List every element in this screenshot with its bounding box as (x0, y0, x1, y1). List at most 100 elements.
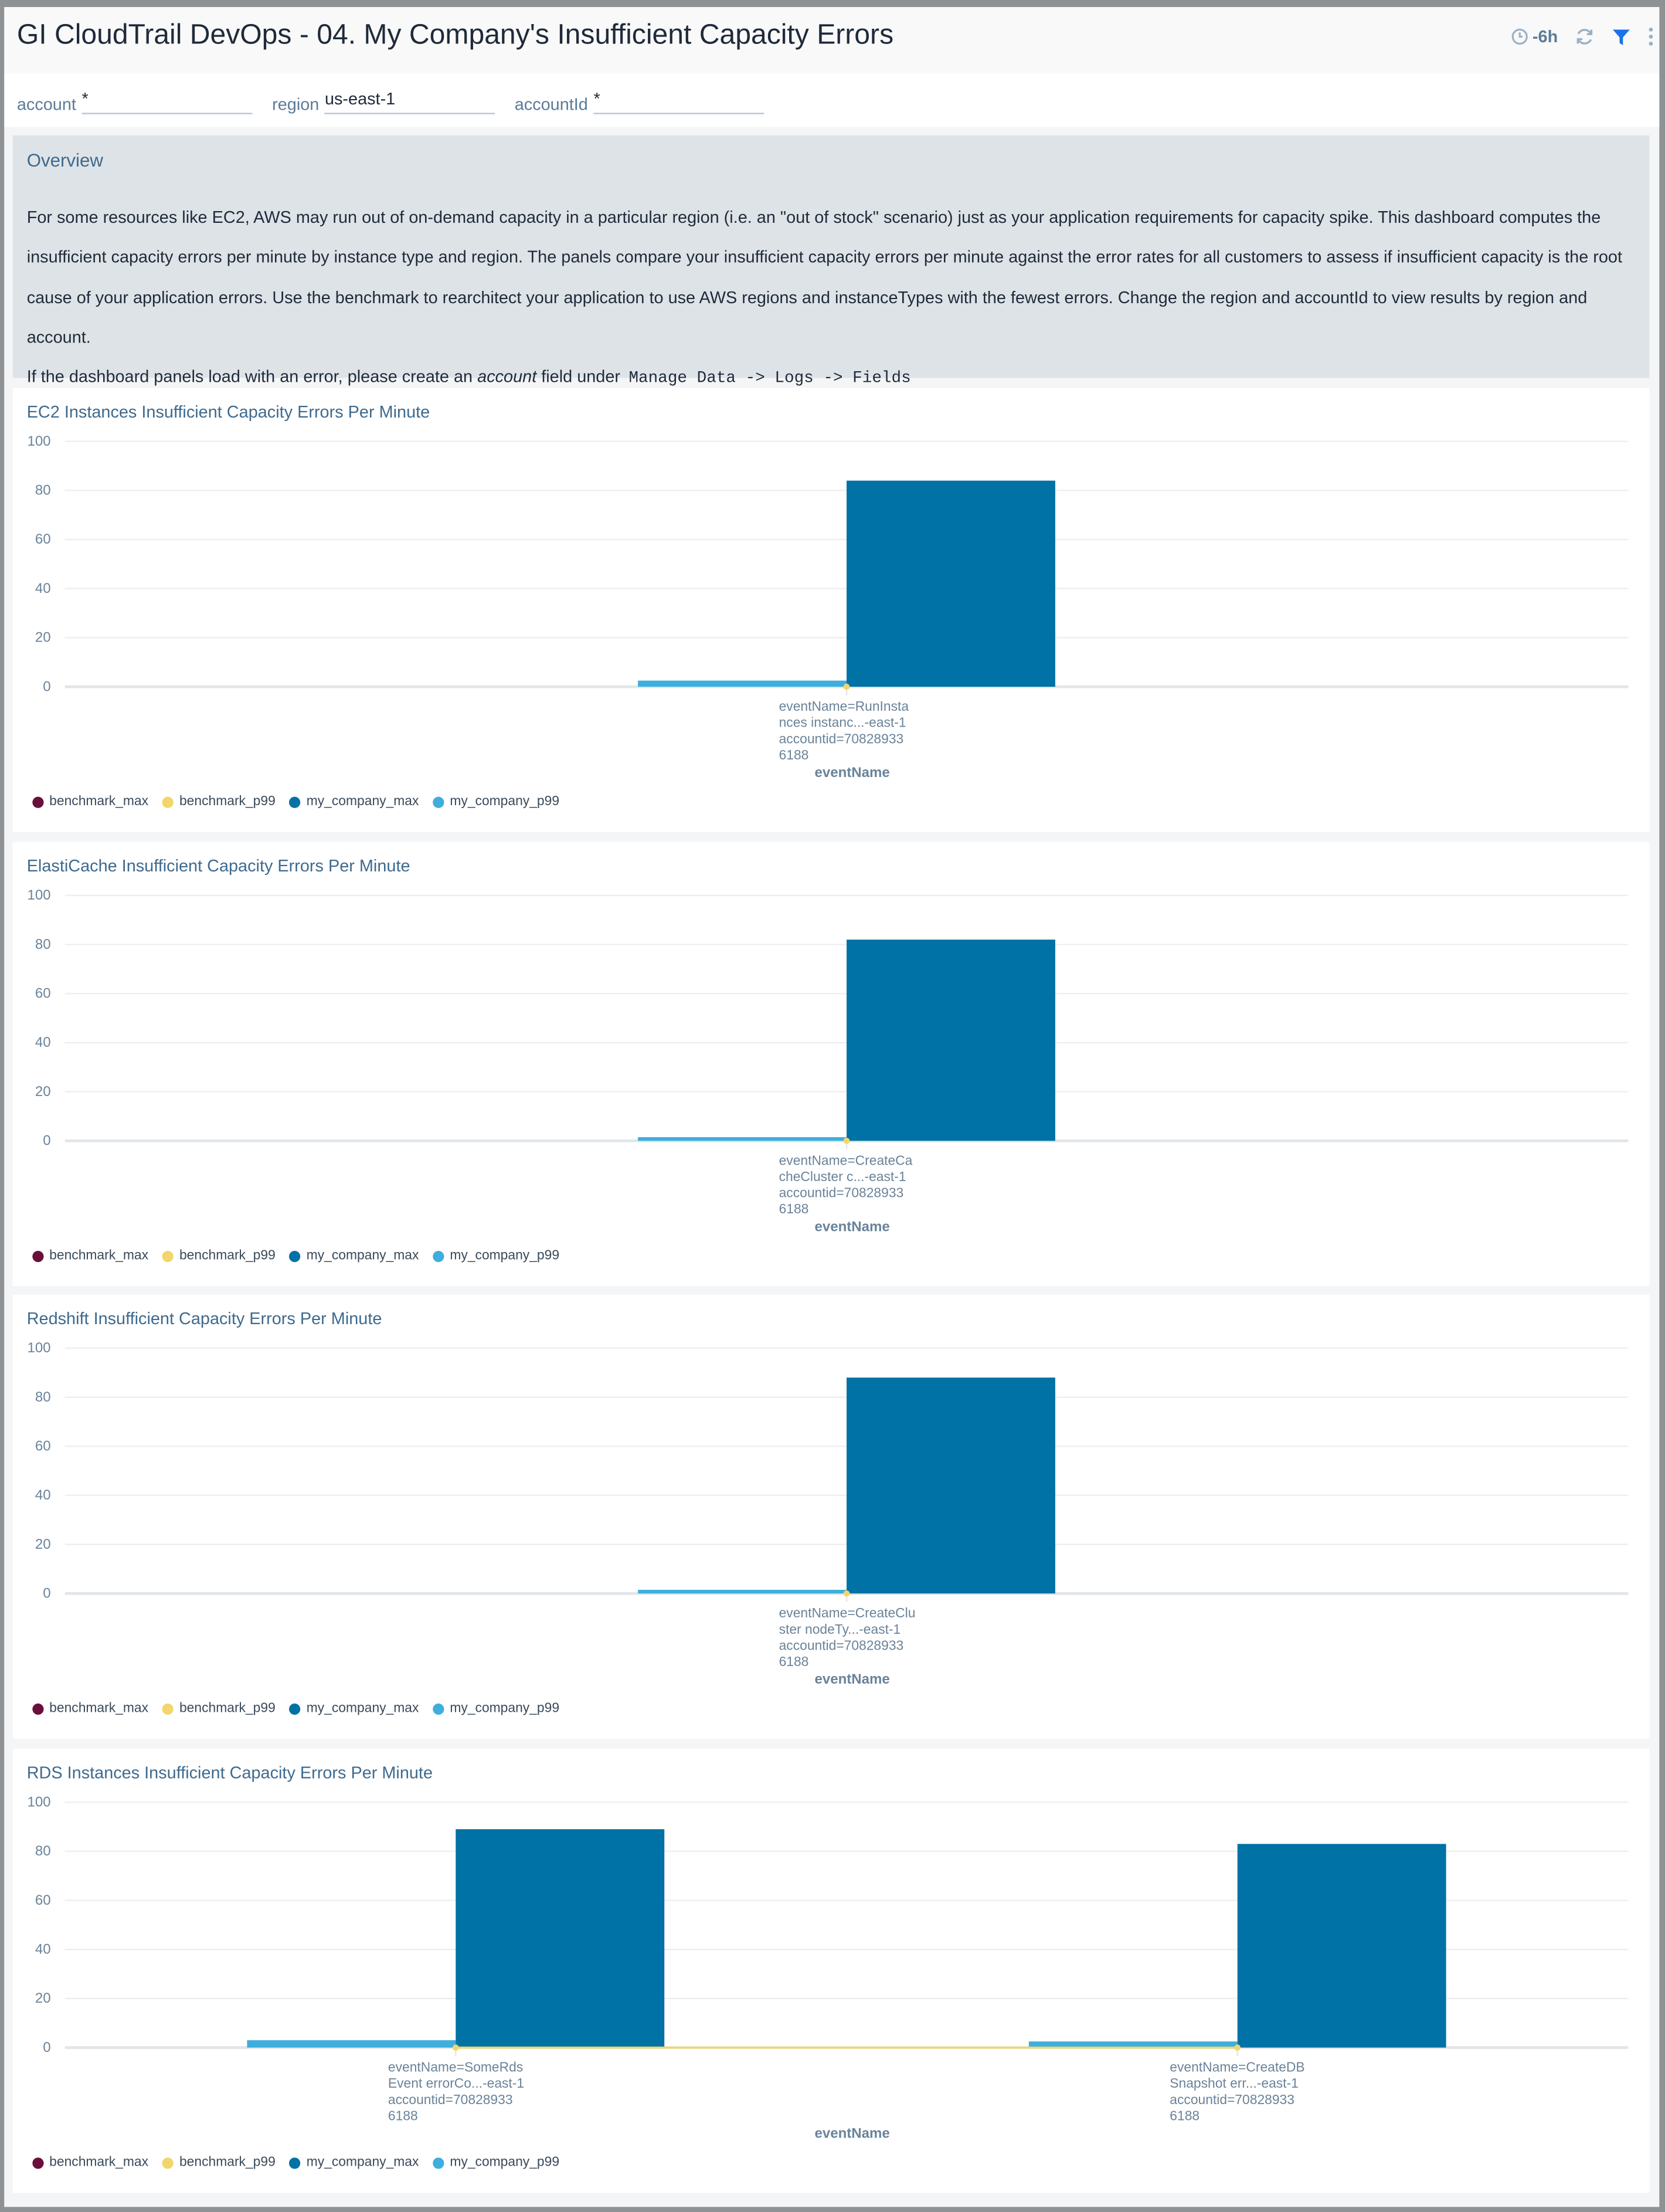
bar-my-company-p99 (247, 2040, 456, 2048)
filter-bar: account * region us-east-1 accountId * (4, 73, 1660, 127)
overview-note: If the dashboard panels load with an err… (27, 357, 1646, 400)
x-tick-label: cheCluster c...-east-1 (779, 1169, 906, 1184)
x-tick-label: 6188 (1170, 2108, 1200, 2123)
filter-accountid[interactable]: accountId * (515, 89, 764, 114)
clock-icon (1511, 28, 1528, 45)
legend-label: my_company_p99 (450, 2155, 560, 2170)
legend-label: benchmark_max (49, 2155, 149, 2170)
legend-item-my-company-max[interactable]: my_company_max (289, 2155, 419, 2170)
account-input[interactable]: * (81, 89, 253, 114)
y-tick-label: 0 (43, 1133, 50, 1149)
filter-icon[interactable] (1612, 27, 1632, 47)
legend-item-my-company-p99[interactable]: my_company_p99 (433, 794, 559, 809)
filter-region[interactable]: region us-east-1 (272, 89, 495, 114)
legend-label: my_company_max (306, 1248, 419, 1264)
x-tick-label: eventName=RunInsta (779, 698, 909, 714)
chart-legend: benchmark_max benchmark_p99 my_company_max… (32, 794, 559, 809)
chart-legend: benchmark_max benchmark_p99 my_company_max… (32, 2155, 559, 2170)
legend-item-my-company-p99[interactable]: my_company_p99 (433, 1701, 560, 1716)
overview-panel: Overview For some resources like EC2, AW… (12, 135, 1650, 388)
dashboard-header: GI CloudTrail DevOps - 04. My Company's … (4, 7, 1660, 74)
legend-dot-icon (289, 2156, 301, 2169)
more-vertical-icon[interactable] (1648, 27, 1654, 47)
legend-dot-icon (289, 1250, 301, 1262)
accountid-input[interactable]: * (593, 89, 764, 114)
legend-dot-icon (289, 1702, 301, 1714)
filter-label: account (16, 94, 76, 114)
chart-legend: benchmark_max benchmark_p99 my_company_max… (32, 1701, 559, 1716)
note-prefix: If the dashboard panels load with an err… (26, 367, 473, 387)
y-tick-label: 100 (27, 1340, 50, 1356)
legend-item-benchmark-p99[interactable]: benchmark_p99 (162, 794, 276, 809)
dashboard-window: GI CloudTrail DevOps - 04. My Company's … (4, 7, 1660, 2207)
y-tick-label: 0 (43, 1586, 50, 1602)
y-tick-label: 80 (35, 1843, 51, 1859)
refresh-icon[interactable] (1575, 27, 1595, 47)
y-tick-label: 100 (27, 887, 50, 903)
panel-redshift: Redshift Insufficient Capacity Errors Pe… (12, 1294, 1650, 1739)
y-tick-label: 40 (35, 1941, 51, 1957)
x-tick-label: Event errorCo...-east-1 (388, 2075, 524, 2091)
x-axis-title: eventName (815, 2126, 890, 2142)
legend-item-benchmark-max[interactable]: benchmark_max (32, 1248, 148, 1264)
filter-label: region (272, 94, 320, 114)
legend-label: my_company_max (306, 1701, 419, 1716)
x-tick-label: Snapshot err...-east-1 (1170, 2075, 1299, 2091)
panel-rds: RDS Instances Insufficient Capacity Erro… (12, 1748, 1650, 2193)
note-emphasis: account (477, 367, 537, 387)
legend-item-my-company-p99[interactable]: my_company_p99 (433, 2155, 560, 2170)
y-tick-label: 40 (35, 581, 51, 596)
note-code: Manage Data -> Logs -> Fields (628, 369, 911, 388)
bar-my-company-max (847, 1378, 1055, 1594)
overview-text: For some resources like EC2, AWS may run… (27, 198, 1646, 400)
y-tick-label: 0 (43, 2040, 50, 2055)
panel-title: ElastiCache Insufficient Capacity Errors… (26, 856, 410, 876)
x-tick-label: accountid=70828933 (779, 731, 904, 746)
legend-item-benchmark-max[interactable]: benchmark_max (32, 1701, 148, 1716)
filter-account[interactable]: account * (17, 89, 253, 114)
legend-item-benchmark-p99[interactable]: benchmark_p99 (162, 2155, 276, 2170)
chart-legend: benchmark_max benchmark_p99 my_company_max… (32, 1248, 559, 1264)
legend-label: my_company_p99 (450, 1701, 560, 1716)
legend-label: my_company_max (306, 2155, 419, 2170)
legend-item-benchmark-max[interactable]: benchmark_max (32, 794, 148, 809)
y-tick-label: 80 (35, 937, 51, 952)
legend-item-benchmark-max[interactable]: benchmark_max (32, 2155, 148, 2170)
legend-item-my-company-max[interactable]: my_company_max (289, 1701, 419, 1716)
x-tick-label: 6188 (779, 1654, 809, 1669)
overview-paragraph: For some resources like EC2, AWS may run… (26, 207, 1623, 347)
legend-item-my-company-p99[interactable]: my_company_p99 (433, 1248, 559, 1264)
x-tick-label: accountid=70828933 (779, 1637, 904, 1653)
legend-item-benchmark-p99[interactable]: benchmark_p99 (162, 1248, 276, 1264)
legend-dot-icon (433, 796, 444, 808)
legend-item-my-company-max[interactable]: my_company_max (289, 1248, 419, 1264)
point-benchmark-p99 (843, 683, 850, 690)
legend-item-my-company-max[interactable]: my_company_max (289, 794, 419, 809)
legend-label: benchmark_p99 (179, 1701, 276, 1716)
x-tick-label: nces instanc...-east-1 (779, 715, 906, 730)
region-input[interactable]: us-east-1 (324, 89, 495, 114)
y-tick-label: 40 (35, 1487, 51, 1503)
point-benchmark-p99 (1234, 2044, 1241, 2051)
bar-my-company-max (847, 939, 1055, 1141)
bar-my-company-p99 (638, 1137, 847, 1141)
x-tick-label: accountid=70828933 (388, 2092, 513, 2107)
legend-item-benchmark-p99[interactable]: benchmark_p99 (162, 1701, 276, 1716)
x-tick-label: eventName=CreateClu (779, 1605, 916, 1620)
y-tick-label: 60 (35, 1892, 51, 1908)
legend-label: benchmark_max (49, 793, 149, 810)
bar-my-company-p99 (1028, 2041, 1238, 2048)
legend-dot-icon (162, 2156, 174, 2169)
x-tick-label: accountid=70828933 (1170, 2092, 1294, 2107)
overview-title: Overview (26, 149, 103, 171)
point-benchmark-p99 (453, 2044, 459, 2051)
y-tick-label: 60 (35, 1438, 51, 1454)
legend-label: benchmark_p99 (179, 1248, 276, 1264)
x-axis-title: eventName (815, 1219, 890, 1234)
y-tick-label: 100 (27, 433, 50, 449)
x-tick-label: eventName=CreateDB (1170, 2060, 1304, 2075)
time-range-button[interactable]: -6h (1511, 27, 1558, 46)
